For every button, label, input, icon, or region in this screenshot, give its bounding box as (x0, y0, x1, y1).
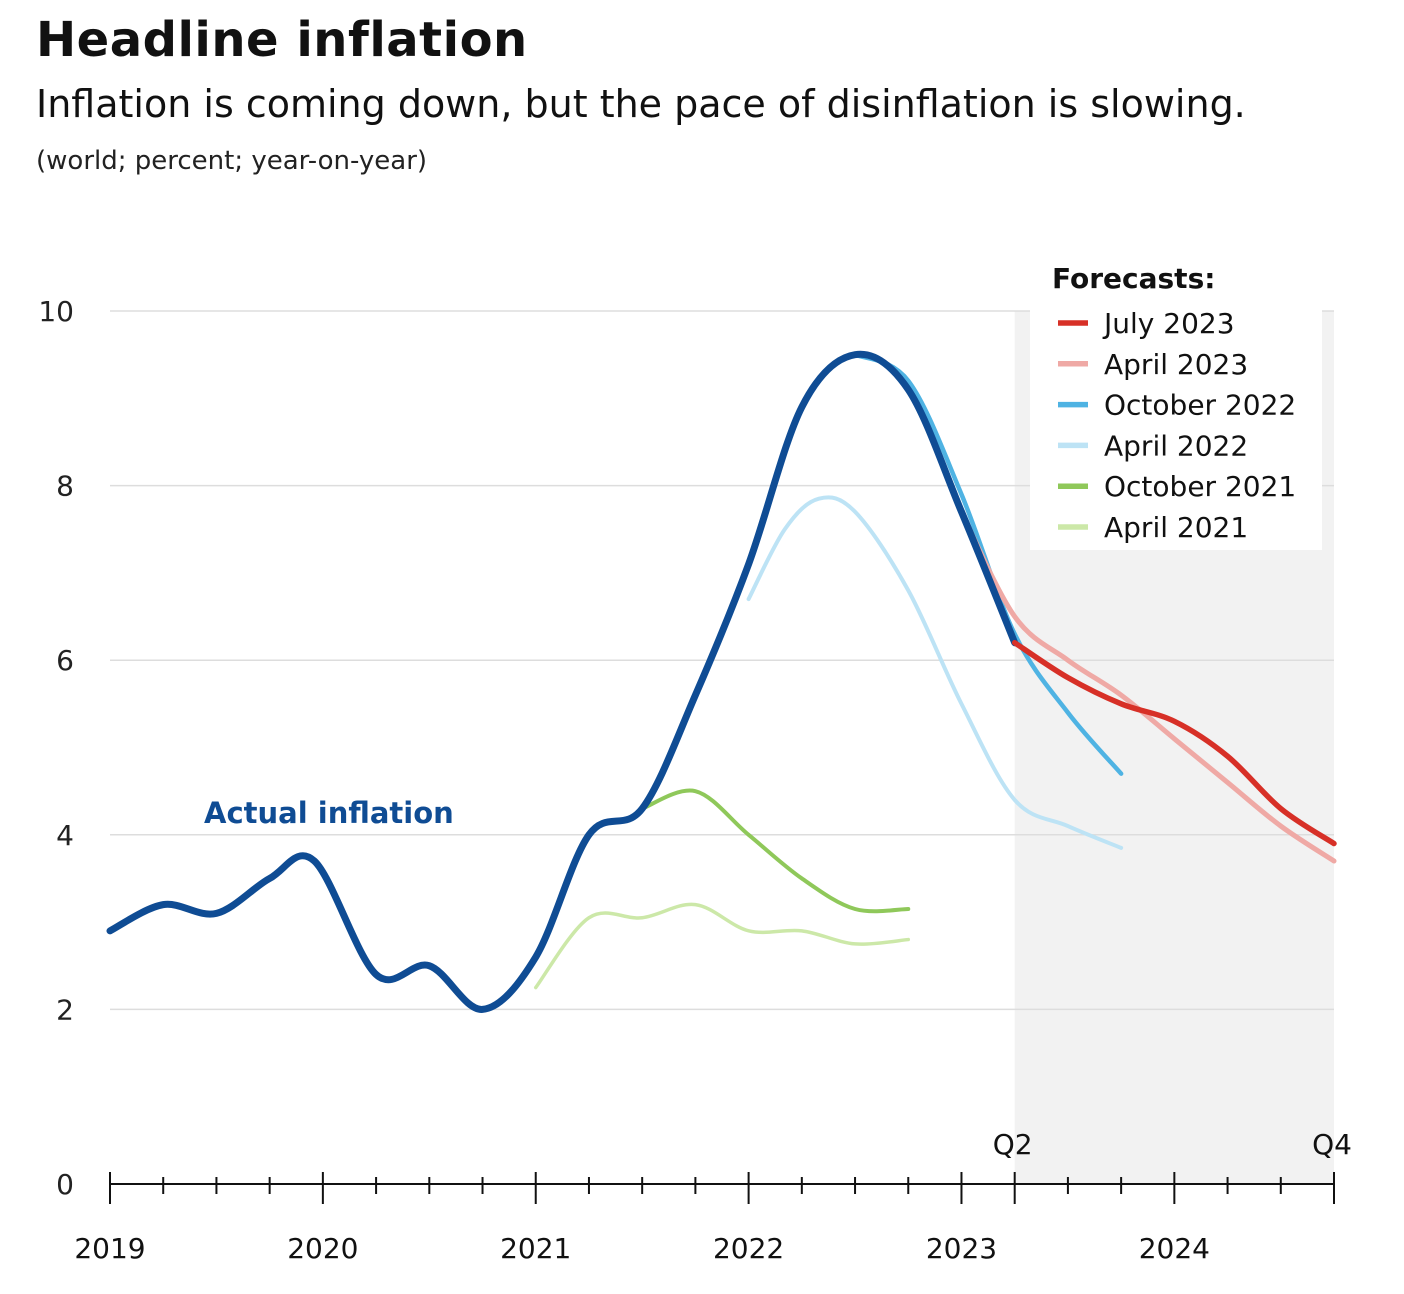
legend-title: Forecasts: (1052, 262, 1215, 295)
y-tick-label: 4 (56, 819, 74, 852)
series-lines (106, 350, 1337, 1013)
series-line-oct2021 (640, 788, 911, 914)
x-tick-label: 2020 (287, 1232, 358, 1265)
x-tick-label: 2023 (926, 1232, 997, 1265)
chart-units: (world; percent; year-on-year) (36, 146, 428, 176)
y-tick-label: 6 (56, 644, 74, 677)
y-tick-label: 2 (56, 993, 74, 1026)
y-tick-label: 8 (56, 470, 74, 503)
quarter-label: Q4 (1312, 1128, 1352, 1161)
series-line-july2023 (1011, 639, 1337, 847)
series-line-actual (106, 350, 1019, 1013)
series-line-apr2022 (746, 495, 1124, 850)
x-axis: 2019 2020 2021 2022 2023 2024 Q2 Q4 (74, 1128, 1352, 1265)
chart-title: Headline inflation (36, 12, 528, 68)
legend-label-oct2022: October 2022 (1104, 389, 1296, 422)
x-tick-label: 2021 (500, 1232, 571, 1265)
y-tick-label: 10 (38, 295, 74, 328)
legend-label-oct2021: October 2021 (1104, 470, 1296, 503)
y-axis-tick-labels: 0 2 4 6 8 10 (38, 295, 74, 1201)
legend: Forecasts: July 2023 April 2023 October 202… (1030, 258, 1322, 550)
legend-label-apr2022: April 2022 (1104, 429, 1248, 462)
series-line-apr2021 (533, 902, 911, 990)
x-tick-label: 2022 (713, 1232, 784, 1265)
legend-label-apr2021: April 2021 (1104, 511, 1248, 544)
quarter-label: Q2 (993, 1128, 1033, 1161)
x-tick-label: 2019 (74, 1232, 145, 1265)
y-tick-label: 0 (56, 1168, 74, 1201)
grid-lines (110, 310, 1334, 1011)
legend-label-july2023: July 2023 (1102, 307, 1235, 340)
legend-label-april2023: April 2023 (1104, 348, 1248, 381)
chart-subtitle: Inflation is coming down, but the pace o… (36, 82, 1246, 126)
x-tick-label: 2024 (1139, 1232, 1210, 1265)
annotation-actual-inflation: Actual inflation (204, 796, 454, 830)
